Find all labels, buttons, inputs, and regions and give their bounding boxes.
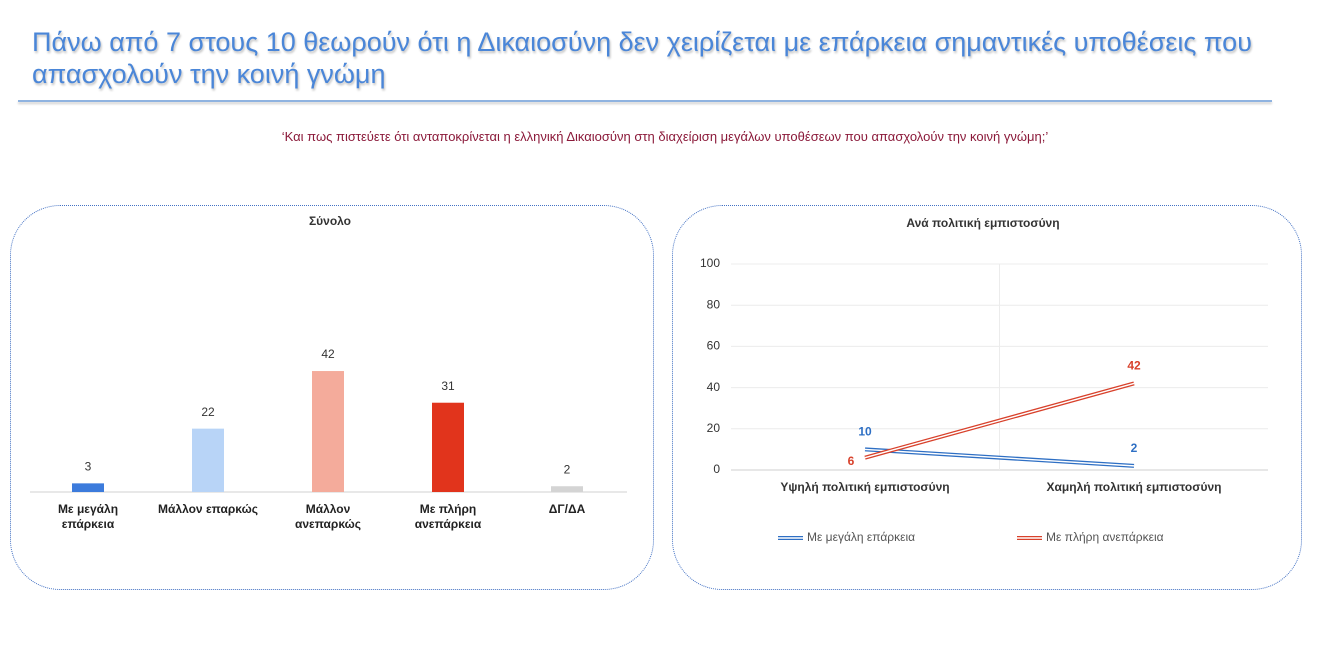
x-tick-label: Χαμηλή πολιτική εμπιστοσύνη — [1047, 480, 1222, 494]
bar — [312, 371, 344, 492]
y-tick-label: 20 — [707, 421, 721, 435]
data-label: 10 — [858, 425, 872, 439]
y-tick-label: 80 — [707, 297, 721, 311]
data-label: 2 — [564, 462, 571, 476]
x-tick-label: ΔΓ/ΔΑ — [548, 502, 586, 516]
data-label: 6 — [848, 454, 855, 468]
legend-label: Με πλήρη ανεπάρκεια — [1046, 530, 1164, 544]
slide-title: Πάνω από 7 στους 10 θεωρούν ότι η Δικαιο… — [32, 27, 1252, 89]
bar — [432, 402, 464, 492]
series-line-inner — [864, 448, 1135, 467]
chart-title: Σύνολο — [309, 214, 351, 228]
x-tick-label: Υψηλή πολιτική εμπιστοσύνη — [780, 480, 949, 494]
bar — [551, 486, 583, 492]
data-label: 3 — [85, 460, 92, 474]
x-tick-label: Με πλήρη ανεπάρκεια — [414, 502, 482, 531]
data-label: 22 — [201, 405, 215, 419]
y-tick-label: 100 — [700, 256, 720, 270]
series-line-inner — [864, 382, 1135, 459]
bar — [192, 428, 224, 492]
x-tick-label: Με μεγάλη επάρκεια — [57, 502, 119, 531]
panel — [10, 205, 654, 590]
data-label: 31 — [441, 379, 455, 393]
y-tick-label: 0 — [713, 462, 720, 476]
question: ‘Και πως πιστεύετε ότι ανταποκρίνεται η … — [281, 129, 1049, 144]
title-rule — [18, 100, 1272, 102]
x-tick-label: Μάλλον ανεπαρκώς — [294, 502, 362, 531]
bar — [72, 483, 104, 492]
panel — [672, 205, 1302, 590]
data-label: 2 — [1131, 441, 1138, 455]
data-label: 42 — [1127, 359, 1141, 373]
x-tick-label: Μάλλον επαρκώς — [158, 502, 258, 516]
chart-title: Ανά πολιτική εμπιστοσύνη — [906, 216, 1059, 230]
y-tick-label: 60 — [707, 339, 721, 353]
legend-label: Με μεγάλη επάρκεια — [807, 530, 915, 544]
y-tick-label: 40 — [707, 380, 721, 394]
data-label: 42 — [321, 347, 335, 361]
